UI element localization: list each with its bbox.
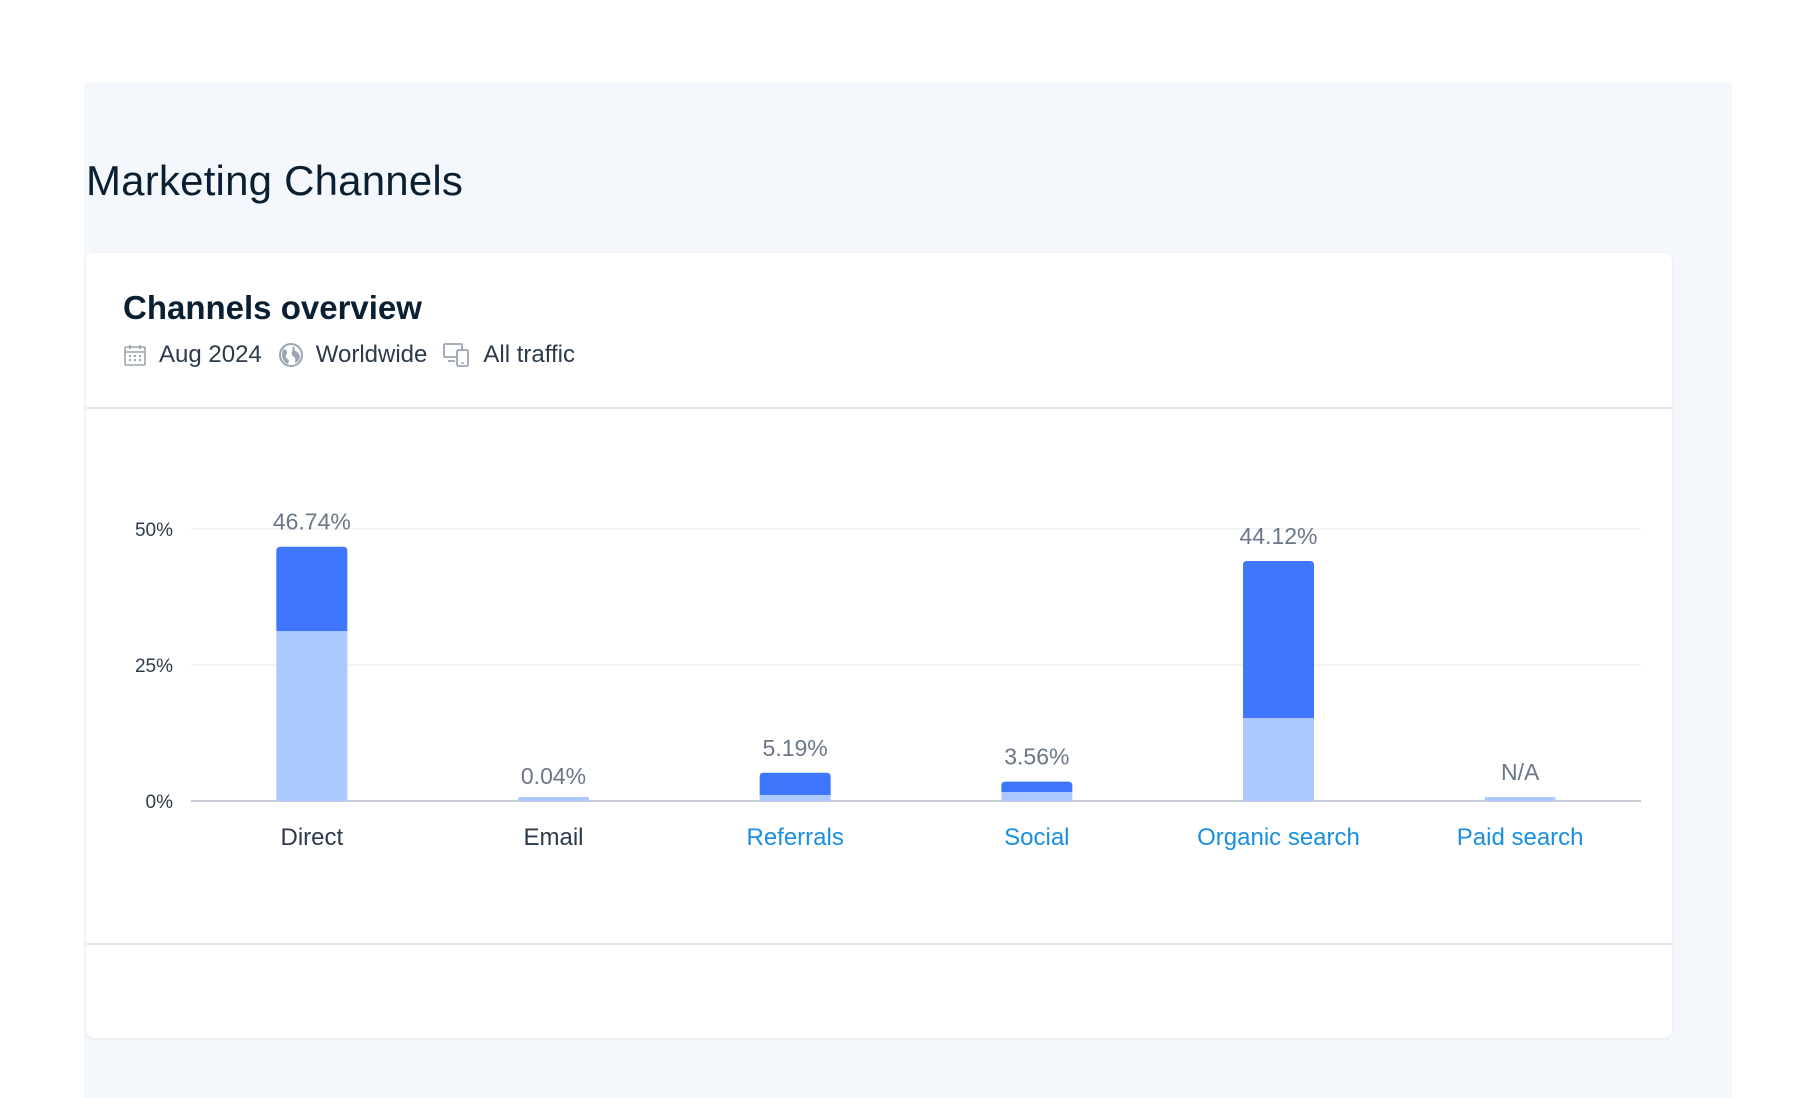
bar-value-label: 5.19% (763, 735, 828, 761)
y-tick-label: 50% (135, 520, 173, 541)
category-label[interactable]: Paid search (1457, 824, 1584, 851)
y-tick-label: 0% (146, 792, 174, 813)
page-title: Marketing Channels (86, 157, 464, 204)
card-header: Channels overview Aug 2024 (86, 253, 1672, 409)
bar-value-label: 46.74% (273, 509, 351, 535)
card-title: Channels overview (123, 289, 422, 326)
bar-value-label: N/A (1501, 759, 1540, 785)
bar-segment-light (759, 795, 831, 801)
category-label[interactable]: Referrals (746, 824, 843, 851)
bar-value-label: 0.04% (521, 763, 586, 789)
category-label: Email (523, 824, 583, 851)
bar-segment-dark (759, 772, 831, 796)
y-tick-label: 25% (135, 656, 173, 677)
meta-traffic[interactable]: All traffic (443, 341, 575, 369)
category-label: Direct (280, 824, 343, 851)
channels-bar-chart: 0% 25% 50% 46.74% Direct 0.04% Email 5.19% Refer… (135, 509, 1641, 851)
card-footer-divider (86, 943, 1672, 945)
globe-icon (278, 342, 304, 368)
bar-segment-dark (1001, 781, 1073, 793)
meta-date-label: Aug 2024 (159, 341, 262, 368)
card-meta: Aug 2024 Worldwide (123, 341, 581, 369)
meta-date[interactable]: Aug 2024 (123, 341, 262, 369)
calendar-icon (123, 343, 147, 367)
category-label[interactable]: Social (1004, 824, 1069, 851)
bar-value-label: 44.12% (1239, 523, 1317, 549)
bar-segment-light (1001, 792, 1073, 801)
devices-icon (443, 342, 471, 368)
bar-segment-light (1484, 797, 1556, 801)
bar-value-label: 3.56% (1004, 744, 1069, 770)
bar-segment-light (518, 797, 589, 801)
meta-region-label: Worldwide (315, 341, 428, 368)
main-panel: Marketing Channels Channels overview (84, 83, 1732, 1098)
channels-overview-card: Channels overview Aug 2024 (86, 253, 1672, 1038)
bar-segment-light (276, 631, 348, 801)
category-label[interactable]: Organic search (1197, 824, 1360, 851)
channels-chart: 0% 25% 50% 46.74% Direct 0.04% Email 5.19% Refer… (86, 409, 1672, 879)
meta-region[interactable]: Worldwide (278, 341, 428, 369)
meta-traffic-label: All traffic (483, 341, 575, 368)
bar-segment-light (1243, 718, 1314, 801)
bar-segment-dark (276, 546, 348, 632)
bar-segment-dark (1243, 560, 1314, 719)
